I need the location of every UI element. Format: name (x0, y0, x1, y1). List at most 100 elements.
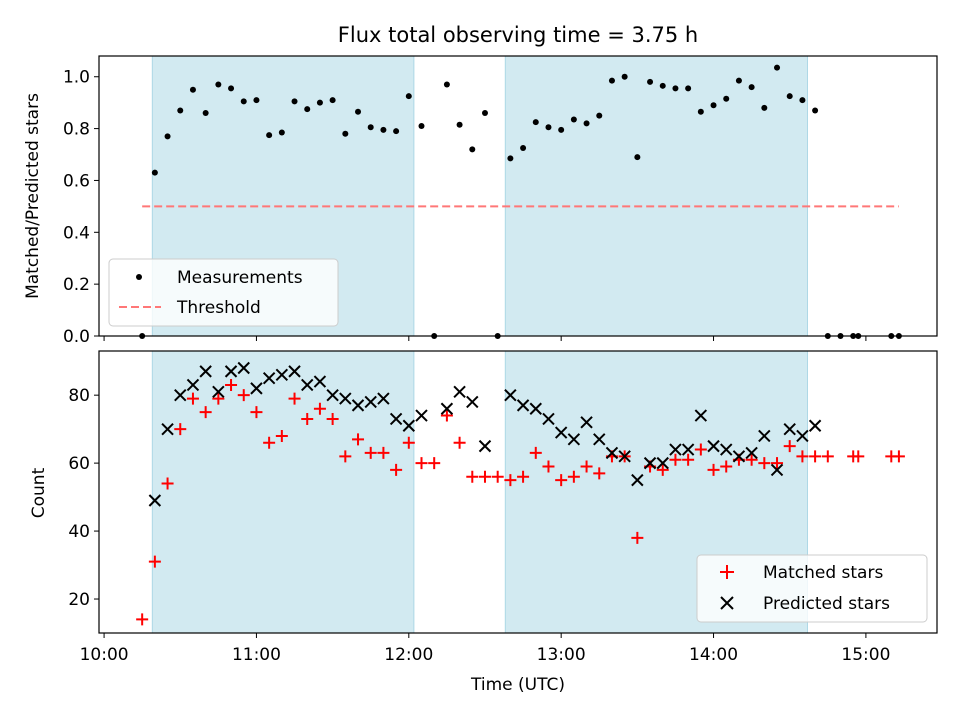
measurement-point (520, 145, 527, 152)
predicted-star-point (808, 419, 822, 432)
matched-star-point (771, 457, 784, 470)
predicted-star-point (453, 385, 466, 398)
measurement-point (799, 97, 806, 104)
x-axis-label: Time (UTC) (470, 675, 565, 695)
matched-star-point (542, 460, 555, 473)
measurement-point (507, 155, 514, 162)
matched-star-point (593, 467, 606, 480)
predicted-star-point (224, 365, 238, 378)
matched-star-point (313, 402, 326, 415)
matched-star-point (796, 450, 809, 463)
predicted-star-point (618, 450, 631, 463)
predicted-star-point (301, 378, 314, 392)
predicted-star-point (758, 429, 771, 443)
measurement-point (202, 110, 209, 117)
measurement-point (583, 120, 590, 127)
measurement-point (418, 123, 425, 129)
measurement-point (253, 97, 260, 104)
measurement-point (469, 146, 476, 153)
predicted-star-point (364, 395, 377, 409)
matched-star-point (892, 450, 905, 463)
matched-star-point (466, 470, 479, 483)
matched-star-point (212, 392, 225, 405)
predicted-star-point (656, 456, 669, 470)
measurement-point (812, 107, 819, 114)
predicted-star-point (643, 456, 657, 470)
predicted-star-point (275, 368, 289, 381)
predicted-star-point (161, 422, 174, 436)
measurement-point (215, 81, 222, 88)
measurement-point (558, 126, 565, 133)
predicted-star-point (199, 365, 212, 378)
bottom-y-tick-label: 40 (68, 522, 90, 542)
predicted-star-point (148, 494, 162, 507)
legend-matched-marker (720, 565, 734, 579)
bottom-shaded-interval (151, 350, 415, 634)
top-y-tick-label: 1.0 (63, 68, 90, 88)
matched-star-point (720, 460, 733, 473)
matched-star-point (250, 406, 263, 419)
matched-star-point (352, 433, 365, 446)
bottom-y-axis-label: Count (29, 467, 49, 518)
bottom-y-tick-label: 20 (68, 590, 90, 610)
measurement-point (164, 133, 171, 140)
predicted-star-point (339, 392, 352, 405)
matched-star-point (682, 453, 695, 466)
legend-measurements-marker (136, 274, 142, 280)
measurement-point (634, 154, 641, 161)
legend-predicted-label: Predicted stars (763, 594, 890, 614)
predicted-star-point (732, 450, 746, 463)
matched-star-point (517, 470, 530, 483)
predicted-star-point (542, 412, 555, 426)
bottom-panel: 20 40 60 80 10:00 11:00 12:00 13:00 14:00 15:00 C… (29, 350, 938, 695)
measurement-point (685, 85, 692, 92)
matched-star-point (161, 477, 174, 490)
matched-star-point (491, 470, 504, 483)
predicted-star-point (351, 399, 365, 412)
matched-star-point (186, 392, 199, 405)
measurement-point (481, 110, 488, 117)
matched-star-point (555, 474, 568, 487)
predicted-star-point (605, 446, 619, 460)
matched-star-point (326, 412, 339, 425)
matched-star-point (440, 409, 453, 422)
top-legend-box (108, 258, 339, 327)
measurement-point (545, 124, 552, 131)
matched-star-point (758, 457, 771, 470)
matched-star-point (580, 460, 593, 473)
matched-star-point (567, 470, 580, 483)
measurement-point (621, 73, 628, 80)
chart-title: Flux total observing time = 3.75 h (338, 23, 698, 47)
predicted-star-point (516, 399, 530, 412)
predicted-star-point (681, 443, 695, 456)
bottom-y-tick-label: 80 (68, 386, 90, 406)
predicted-star-point (237, 361, 250, 375)
top-axes-frame (98, 55, 938, 337)
measurement-point (329, 97, 336, 104)
matched-star-point (288, 392, 301, 405)
matched-star-point (656, 463, 669, 476)
predicted-star-point (326, 388, 339, 402)
matched-star-point (428, 457, 441, 470)
x-tick-label: 15:00 (841, 645, 890, 665)
matched-star-point (301, 412, 314, 425)
measurement-point (342, 130, 349, 137)
measurement-point (672, 85, 679, 92)
matched-star-point (377, 446, 390, 459)
predicted-star-point (377, 392, 390, 405)
measurement-point (456, 121, 463, 128)
legend-measurements-label: Measurements (177, 268, 303, 288)
matched-star-point (148, 555, 161, 568)
matched-star-point (402, 436, 415, 449)
measurement-point (443, 81, 450, 88)
predicted-star-point (707, 439, 720, 453)
matched-star-point (275, 429, 288, 442)
measurement-point (659, 82, 666, 89)
top-y-axis-label: Matched/Predicted stars (23, 93, 43, 299)
matched-star-point (669, 453, 682, 466)
top-y-tick-label: 0.0 (63, 327, 90, 347)
predicted-star-point (504, 388, 517, 402)
predicted-star-point (593, 433, 606, 446)
predicted-star-point (415, 409, 428, 422)
